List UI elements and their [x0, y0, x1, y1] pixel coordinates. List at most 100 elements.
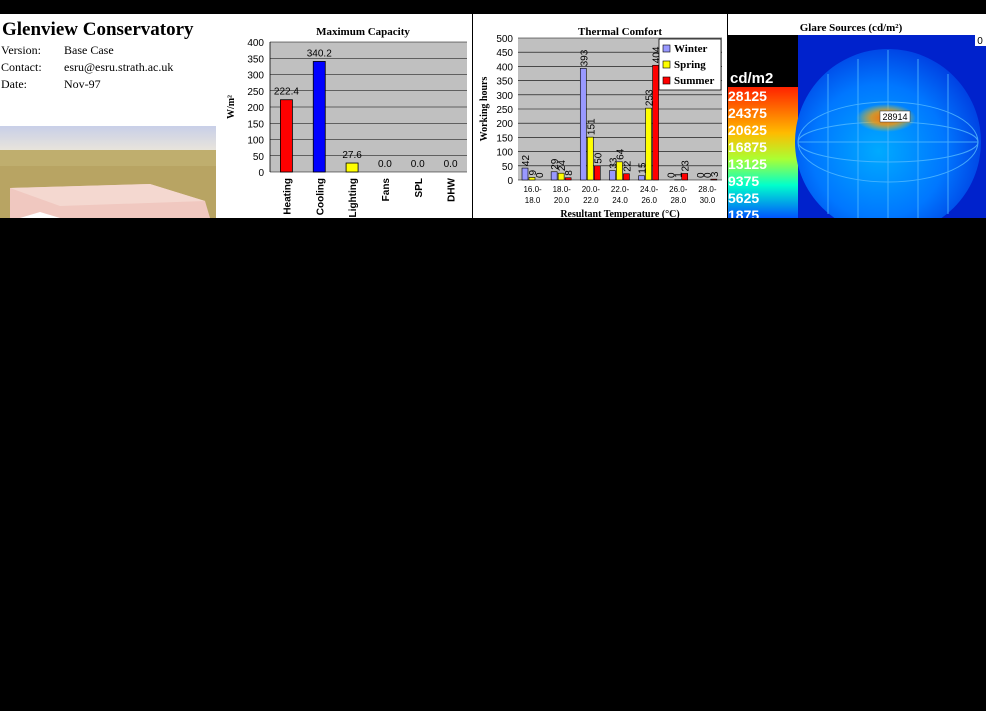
- data-label: 0: [667, 172, 678, 178]
- date-key: Date:: [1, 77, 27, 91]
- y-tick-label: 500: [496, 34, 513, 45]
- x-tick-label: 30.0: [700, 196, 716, 205]
- x-axis-label: Resultant Temperature (°C): [560, 209, 679, 218]
- glare-scale-label: 20625: [728, 122, 767, 138]
- bar-winter: [550, 171, 558, 181]
- legend-swatch-summer: [662, 76, 671, 85]
- y-tick-label: 350: [247, 54, 264, 65]
- x-tick-label: 22.0-: [611, 185, 630, 194]
- y-tick-label: 450: [496, 48, 513, 59]
- y-tick-label: 250: [247, 87, 264, 98]
- y-tick-label: 150: [247, 119, 264, 130]
- y-tick-label: 50: [253, 152, 265, 163]
- bar-lighting: [345, 162, 359, 173]
- x-tick-label: Lighting: [348, 178, 359, 217]
- data-label: 222.4: [274, 87, 299, 98]
- y-tick-label: 300: [247, 71, 264, 82]
- data-label: 15: [638, 162, 649, 174]
- glare-scale-label: 24375: [728, 105, 767, 121]
- data-label: 8: [564, 170, 575, 176]
- data-label: 27.6: [342, 150, 362, 161]
- data-label: 0: [703, 172, 714, 178]
- data-label: 33: [608, 157, 619, 169]
- data-label: 0: [535, 172, 546, 178]
- date-value: Nov-97: [64, 77, 101, 91]
- bar-winter: [521, 167, 529, 181]
- x-tick-label: 24.0: [612, 196, 628, 205]
- y-tick-label: 200: [496, 119, 513, 130]
- x-tick-label: 24.0-: [640, 185, 659, 194]
- data-label: 29: [550, 158, 561, 170]
- bar-spring: [645, 107, 652, 181]
- thermal-comfort-chart: Thermal Comfort 0 50 100 150 200 250 300 350 400 4…: [472, 14, 728, 220]
- legend-label-spring: Spring: [674, 59, 706, 71]
- data-label: 64: [615, 148, 626, 160]
- data-label: 23: [681, 160, 692, 172]
- contact-key: Contact:: [1, 60, 42, 74]
- y-axis-label: Working hours: [479, 77, 490, 142]
- y-tick-label: 100: [247, 136, 264, 147]
- x-tick-label: DHW: [447, 177, 458, 201]
- data-label: 151: [586, 118, 597, 135]
- project-title: Glenview Conservatory: [2, 19, 194, 40]
- x-tick-label: 28.0-: [698, 185, 717, 194]
- y-tick-label: 350: [496, 77, 513, 88]
- conservatory-model-image: [0, 126, 216, 218]
- data-label: 404: [652, 46, 663, 63]
- bar-summer: [564, 177, 572, 181]
- contact-value: esru@esru.strath.ac.uk: [64, 60, 174, 74]
- bar-spring: [528, 177, 536, 181]
- glare-scale-label: 13125: [728, 156, 767, 172]
- y-tick-label: 250: [496, 105, 513, 116]
- data-label: 3: [710, 171, 721, 177]
- x-tick-label: Cooling: [315, 178, 326, 215]
- bar-winter: [579, 68, 587, 181]
- x-tick-label: 18.0: [525, 196, 541, 205]
- glare-scale-label: 5625: [728, 190, 759, 206]
- data-label: 393: [579, 49, 590, 66]
- x-tick-label: 28.0: [670, 196, 686, 205]
- glare-scale-label: 9375: [728, 173, 759, 189]
- y-tick-label: 100: [496, 148, 513, 159]
- bar-summer: [652, 64, 659, 181]
- x-tick-label: 26.0: [641, 196, 657, 205]
- data-label: 50: [593, 152, 604, 164]
- chart-legend: Winter Spring Summer: [658, 38, 722, 91]
- y-tick-label: 0: [507, 176, 513, 187]
- maximum-capacity-chart: Maximum Capacity 0 50 100 150 200 250 300 350 400…: [216, 14, 472, 218]
- glare-scale-label: 16875: [728, 139, 767, 155]
- x-tick-label: 20.0: [554, 196, 570, 205]
- chart-title: Maximum Capacity: [316, 26, 410, 38]
- y-tick-label: 400: [496, 62, 513, 73]
- y-tick-label: 150: [496, 133, 513, 144]
- y-tick-label: 400: [247, 38, 264, 49]
- bar-summer: [623, 173, 630, 181]
- data-label: 1: [674, 172, 685, 178]
- data-label: 9: [528, 169, 539, 175]
- data-label: 340.2: [307, 48, 332, 59]
- bar-summer: [681, 173, 689, 181]
- x-tick-label: 22.0: [583, 196, 599, 205]
- data-label: 253: [645, 89, 656, 106]
- x-tick-label: 20.0-: [582, 185, 601, 194]
- version-row: Version: Base Case: [1, 43, 114, 58]
- x-tick-label: 26.0-: [669, 185, 688, 194]
- legend-swatch-winter: [662, 44, 671, 53]
- project-info-panel: Glenview Conservatory Version: Base Case …: [0, 14, 216, 218]
- bar-spring: [586, 136, 594, 181]
- data-label: 42: [521, 155, 532, 167]
- x-tick-label: Heating: [282, 178, 293, 215]
- y-axis-label: W/m²: [226, 95, 237, 119]
- data-label: 0: [696, 172, 707, 178]
- glare-title: Glare Sources (cd/m²): [800, 22, 903, 34]
- contact-row: Contact: esru@esru.strath.ac.uk: [1, 60, 173, 75]
- version-value: Base Case: [64, 43, 114, 57]
- bar-summer: [710, 178, 718, 181]
- bar-heating: [280, 99, 293, 173]
- legend-label-winter: Winter: [674, 43, 708, 55]
- x-tick-label: SPL: [414, 178, 425, 197]
- data-label: 0.0: [444, 159, 458, 170]
- glare-peak-label: 28914: [882, 112, 907, 122]
- x-tick-label: 18.0-: [553, 185, 572, 194]
